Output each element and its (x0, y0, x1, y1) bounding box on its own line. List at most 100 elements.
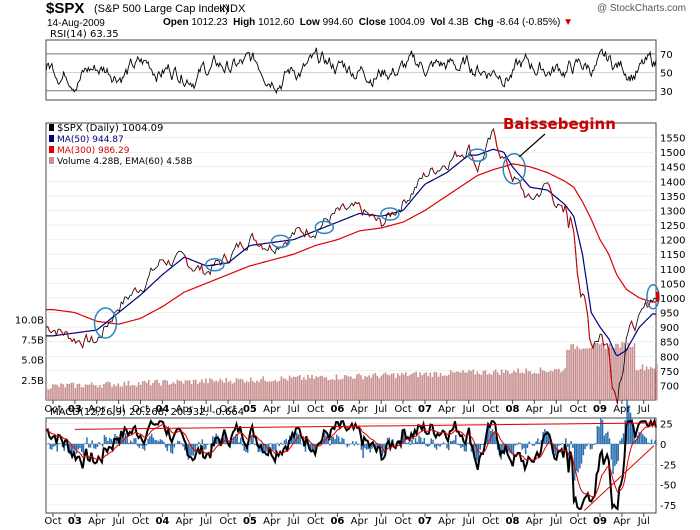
macd-histogram-bar (367, 443, 370, 450)
x-tick-label: 05 (243, 516, 257, 527)
price-down-segment (367, 212, 370, 217)
macd-histogram-bar (645, 437, 647, 444)
x-tick-label: Oct (307, 404, 324, 415)
macd-histogram-bar (133, 438, 135, 444)
volume-bar (519, 373, 521, 400)
macd-histogram-bar (323, 432, 326, 445)
price-down-segment (610, 369, 613, 389)
macd-tick-label: -75 (660, 501, 676, 512)
volume-bar (360, 375, 362, 400)
macd-histogram-bar (421, 441, 424, 444)
legend-swatch (49, 135, 54, 142)
x-tick-label: Jul (287, 516, 300, 527)
volume-bar (651, 368, 654, 400)
macd-support-trendline (583, 445, 655, 511)
macd-histogram-bar (442, 442, 445, 444)
macd-histogram-bar (241, 443, 244, 446)
macd-histogram-bar (638, 432, 640, 444)
volume-bar (429, 372, 432, 400)
volume-bar (260, 379, 262, 400)
volume-bar (494, 369, 497, 400)
volume-bar (66, 383, 68, 400)
macd-histogram-bar (589, 443, 592, 450)
volume-bar (237, 379, 240, 400)
close-value: 1004.09 (388, 17, 425, 28)
macd-histogram-bar (608, 438, 611, 444)
macd-histogram-bar (362, 443, 364, 458)
volume-bar (303, 377, 305, 400)
volume-bar (552, 371, 554, 400)
rsi-line (45, 47, 657, 95)
volume-bar (515, 372, 517, 400)
price-down-segment (564, 204, 568, 214)
ohlc-summary: Open 1012.23 High 1012.60 Low 994.60 Clo… (163, 17, 573, 28)
volume-bar (317, 377, 319, 400)
price-down-segment (606, 343, 610, 350)
macd-histogram-bar (481, 443, 483, 445)
rsi-tick-label: 70 (660, 50, 673, 61)
volume-bar (72, 382, 75, 400)
macd-histogram-bar (610, 443, 613, 460)
volume-bar (619, 347, 621, 400)
macd-histogram-bar (462, 443, 464, 447)
volume-bar (268, 381, 270, 400)
macd-histogram-bar (365, 443, 368, 450)
macd-histogram-bar (526, 443, 529, 448)
volume-bar (141, 381, 144, 400)
macd-signal-line (45, 423, 657, 498)
volume-bar (413, 372, 415, 400)
price-down-segment (78, 340, 82, 345)
macd-histogram-bar (152, 437, 155, 444)
volume-bar (356, 374, 358, 400)
volume-bar (574, 348, 576, 400)
price-down-segment (351, 202, 355, 207)
support-ellipse (93, 307, 118, 339)
macd-histogram-bar (493, 432, 495, 445)
volume-bar (170, 383, 172, 400)
x-tick-label: Apr (438, 404, 456, 415)
macd-histogram-bar (418, 435, 420, 444)
volume-bar (454, 372, 456, 400)
macd-histogram-bar (456, 443, 459, 445)
price-down-segment (589, 338, 592, 345)
x-tick-label: Oct (132, 404, 149, 415)
volume-bar (137, 382, 140, 400)
price-down-segment (590, 343, 594, 349)
macd-histogram-bar (337, 436, 340, 444)
volume-bar (645, 366, 648, 400)
support-ellipse (380, 207, 400, 221)
price-tick-label: 1500 (660, 148, 685, 159)
volume-bar (217, 381, 219, 400)
macd-histogram-bar (250, 437, 252, 444)
volume-bar (190, 384, 193, 400)
stockcharts-watermark[interactable]: @ StockCharts.com (596, 3, 686, 14)
volume-bar (372, 374, 374, 400)
x-tick-label: Apr (351, 516, 369, 527)
x-tick-label: Apr (613, 516, 631, 527)
volume-bar (445, 375, 448, 400)
price-down-segment (536, 193, 540, 198)
volume-bar (613, 348, 615, 400)
macd-histogram-bar (406, 442, 408, 444)
macd-histogram-bar (643, 436, 646, 444)
price-tick-label: 750 (660, 367, 679, 378)
macd-histogram-bar (122, 439, 125, 444)
macd-histogram-bar (635, 440, 637, 445)
macd-histogram-bar (491, 429, 494, 444)
x-tick-label: 06 (330, 516, 344, 527)
volume-bar (390, 373, 393, 400)
price-down-segment (337, 207, 341, 211)
macd-histogram-bar (517, 442, 520, 445)
macd-histogram-bar (521, 443, 523, 450)
price-tick-label: 1150 (660, 250, 685, 261)
volume-bar (48, 389, 50, 400)
volume-bar (143, 381, 146, 400)
macd-histogram-bar (351, 441, 354, 444)
macd-histogram-bar (184, 443, 186, 451)
macd-histogram-bar (159, 439, 162, 444)
x-tick-label: Oct (219, 404, 236, 415)
volume-bar (564, 368, 566, 400)
volume-bar (629, 347, 632, 400)
macd-tick-label: 0 (660, 440, 666, 451)
volume-bar (590, 347, 593, 400)
